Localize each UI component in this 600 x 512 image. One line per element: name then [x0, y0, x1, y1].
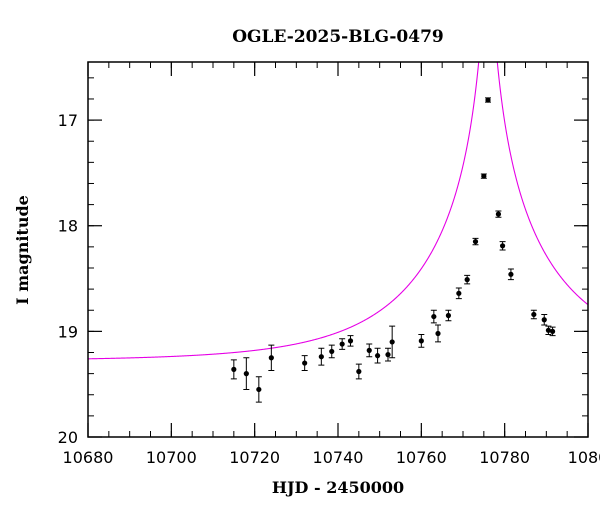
data-point	[480, 173, 487, 179]
model-curve	[88, 62, 588, 360]
data-marker	[339, 341, 345, 347]
x-tick-label: 10760	[396, 448, 447, 467]
data-points	[230, 97, 556, 403]
x-axis-label: HJD - 2450000	[272, 478, 404, 497]
data-marker	[318, 354, 324, 360]
data-marker	[389, 339, 395, 345]
data-point	[301, 355, 308, 371]
data-marker	[485, 97, 491, 103]
data-point	[374, 347, 381, 364]
data-marker	[418, 338, 424, 344]
data-marker	[531, 311, 537, 318]
data-marker	[385, 352, 391, 358]
data-marker	[374, 353, 381, 359]
data-marker	[545, 327, 552, 333]
data-marker	[356, 368, 362, 375]
data-point	[389, 325, 396, 359]
data-point	[243, 357, 250, 390]
data-point	[549, 326, 556, 337]
data-marker	[366, 347, 372, 353]
y-axis-label: I magnitude	[13, 195, 32, 305]
plot-content	[88, 62, 588, 403]
data-marker	[541, 317, 547, 323]
data-point	[347, 335, 354, 347]
data-marker	[347, 338, 354, 344]
data-point	[268, 344, 275, 371]
data-marker	[268, 355, 274, 361]
data-marker	[435, 330, 441, 337]
data-point	[255, 376, 262, 403]
data-point	[355, 363, 362, 380]
data-point	[328, 344, 335, 359]
axis-ticks	[87, 62, 589, 438]
data-marker	[549, 328, 556, 334]
data-marker	[456, 290, 462, 296]
data-marker	[329, 348, 335, 355]
data-marker	[495, 211, 502, 217]
data-marker	[431, 313, 437, 320]
data-point	[499, 241, 506, 251]
data-point	[485, 97, 491, 103]
data-point	[339, 338, 346, 350]
data-point	[430, 309, 437, 324]
data-marker	[445, 312, 452, 319]
data-marker	[472, 238, 479, 245]
x-tick-label: 1080	[568, 448, 600, 467]
data-marker	[508, 271, 514, 277]
data-marker	[302, 360, 308, 366]
data-point	[545, 325, 552, 336]
y-tick-label: 19	[58, 322, 78, 341]
data-marker	[231, 366, 237, 372]
data-marker	[256, 386, 262, 393]
data-point	[472, 237, 479, 246]
data-point	[495, 210, 502, 218]
data-point	[318, 347, 325, 366]
x-tick-label: 10700	[146, 448, 197, 467]
data-marker	[499, 243, 506, 249]
plot-frame	[87, 61, 589, 438]
x-tick-label: 10780	[479, 448, 530, 467]
data-point	[464, 274, 471, 285]
y-tick-label: 20	[58, 428, 78, 447]
x-tick-label: 10740	[313, 448, 364, 467]
y-tick-label: 18	[58, 217, 78, 236]
data-point	[366, 343, 373, 358]
x-tick-label: 10680	[63, 448, 114, 467]
data-point	[541, 313, 548, 326]
data-point	[435, 324, 441, 343]
data-point	[230, 359, 237, 380]
data-point	[445, 309, 452, 322]
data-point	[507, 268, 514, 281]
x-tick-label: 10720	[229, 448, 280, 467]
data-point	[385, 347, 391, 362]
data-point	[418, 334, 425, 348]
data-point	[455, 287, 462, 300]
tick-labels: 10680 10700 10720 10740 10760 10780 1080 17 18 19…	[58, 111, 600, 467]
data-point	[530, 309, 537, 320]
data-marker	[464, 277, 470, 283]
data-marker	[481, 173, 487, 179]
chart-title: OGLE-2025-BLG-0479	[232, 27, 444, 47]
data-marker	[243, 371, 249, 377]
y-tick-label: 17	[58, 111, 78, 130]
